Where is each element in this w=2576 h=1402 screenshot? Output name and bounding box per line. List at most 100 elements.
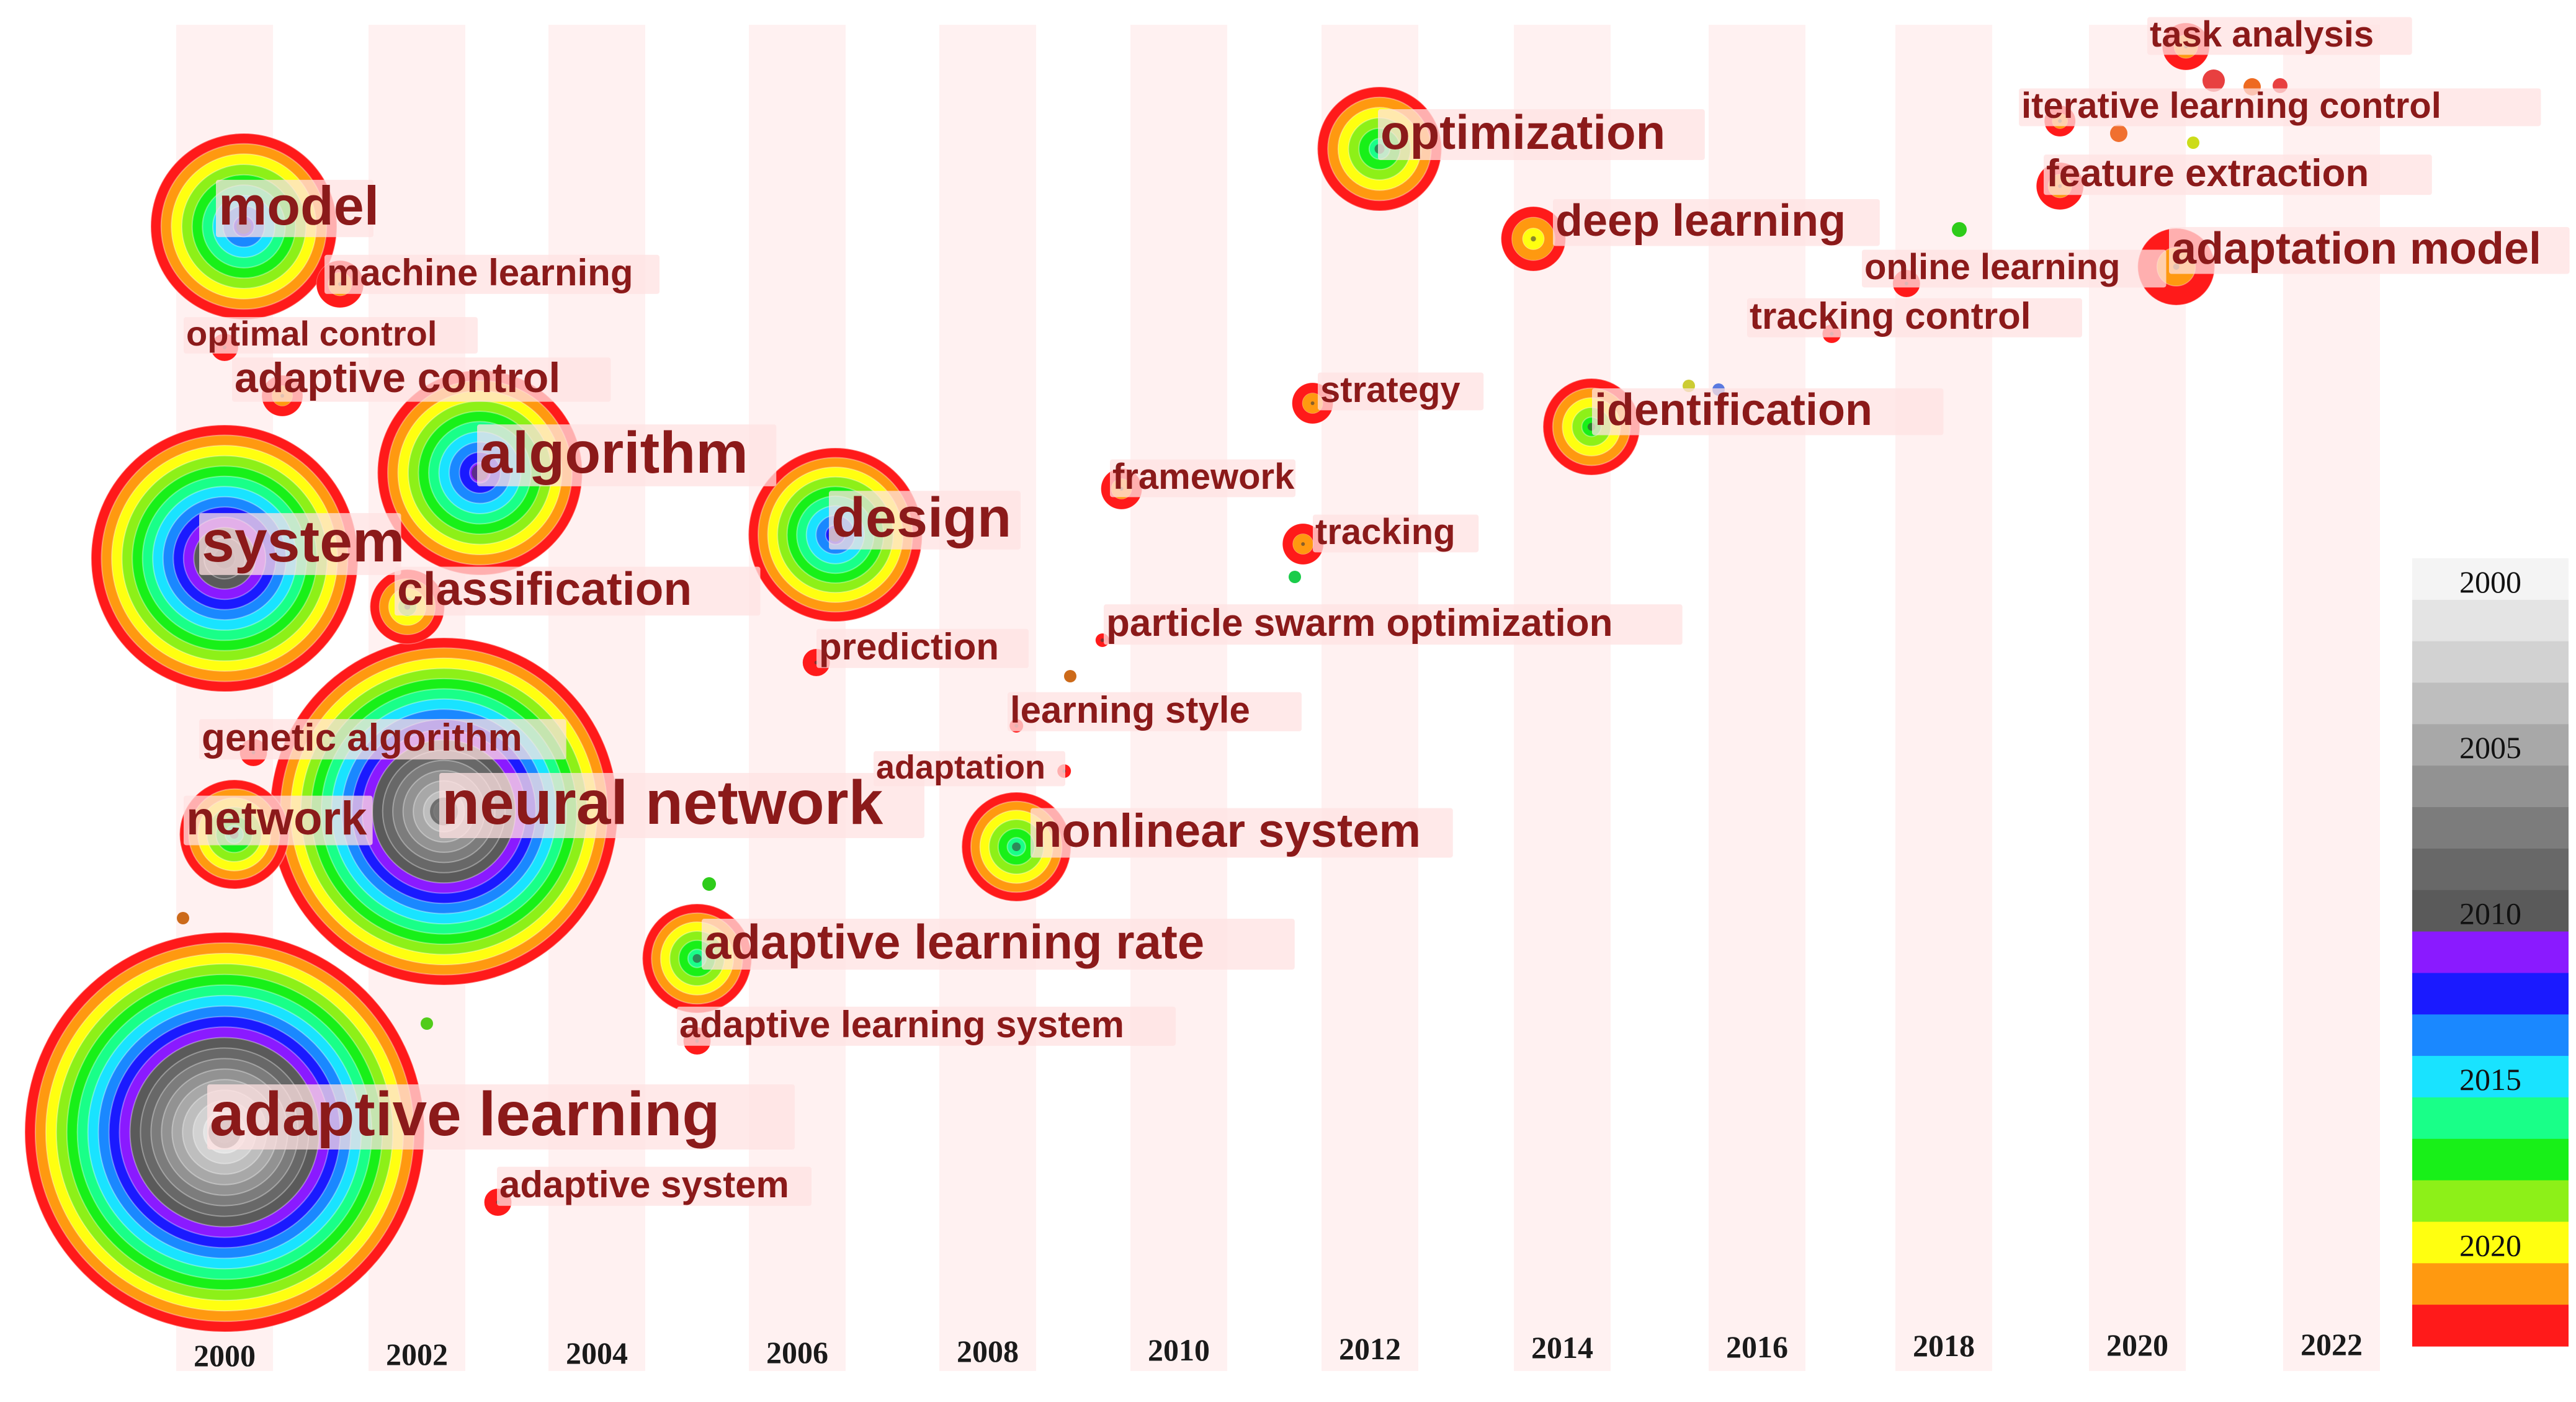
year-label-2008: 2008	[957, 1334, 1019, 1369]
keyword-label-adaptive-learning-rate: adaptive learning rate	[704, 914, 1204, 969]
keyword-label-bg-neural-network	[439, 773, 924, 838]
legend-swatch-8	[2412, 848, 2569, 891]
keyword-label-bg-tracking-control	[1747, 298, 2082, 337]
keyword-label-adaptation: adaptation	[876, 749, 1045, 786]
legend-swatch-7	[2412, 807, 2569, 849]
keyword-label-bg-machine-learning	[324, 254, 660, 294]
year-axis: 2000 2002 2004 2006 2008 2010 2012 2014 2016 2018…	[194, 1327, 2363, 1373]
keyword-label-bg-learning-style	[1008, 692, 1302, 731]
legend-swatch-11	[2412, 973, 2569, 1015]
minor-node-5	[1064, 670, 1076, 682]
minor-node-10	[2203, 69, 2225, 92]
minor-node-3	[702, 877, 716, 891]
keyword-label-bg-feature-extraction	[2044, 154, 2432, 195]
legend-swatch-19	[2412, 1305, 2569, 1347]
keyword-label-adaptation-model: adaptation model	[2171, 224, 2541, 274]
keyword-label-feature-extraction: feature extraction	[2046, 152, 2369, 195]
keyword-label-bg-particle-swarm-optimization	[1104, 604, 1683, 645]
year-label-2010: 2010	[1148, 1333, 1210, 1367]
keyword-label-bg-design	[829, 491, 1021, 550]
minor-node-4	[1289, 571, 1301, 583]
keyword-label-adaptive-control: adaptive control	[235, 354, 560, 401]
keyword-label-optimization: optimization	[1380, 105, 1665, 159]
year-band-2018	[1895, 25, 1992, 1371]
keyword-label-bg-identification	[1592, 388, 1944, 435]
keyword-label-bg-framework	[1110, 459, 1296, 498]
keyword-label-bg-algorithm	[477, 424, 777, 486]
keyword-label-bg-iterative-learning-control	[2019, 88, 2541, 127]
keyword-label-bg-adaptive-control	[232, 357, 611, 402]
legend-label-2020: 2020	[2459, 1228, 2521, 1262]
year-label-2006: 2006	[766, 1335, 828, 1370]
keyword-label-task-analysis: task analysis	[2150, 14, 2374, 55]
legend-swatch-3	[2412, 641, 2569, 684]
keyword-label-network: network	[186, 792, 367, 845]
keyword-label-neural-network: neural network	[442, 768, 883, 837]
keyword-label-classification: classification	[397, 563, 692, 615]
keyword-label-bg-adaptation	[874, 751, 1065, 787]
legend-swatch-2	[2412, 599, 2569, 642]
keyword-label-model: model	[218, 175, 379, 236]
keyword-label-prediction: prediction	[819, 626, 999, 668]
minor-node-2	[421, 1017, 433, 1030]
legend-swatch-1	[2412, 558, 2569, 601]
year-label-2020: 2020	[2106, 1328, 2168, 1362]
keyword-label-adaptive-learning: adaptive learning	[210, 1079, 720, 1149]
keyword-labels: adaptive learning neural network system mod…	[184, 14, 2570, 1206]
keyword-label-bg-tracking	[1313, 514, 1479, 553]
legend-swatch-5	[2412, 724, 2569, 766]
legend-swatch-13	[2412, 1056, 2569, 1098]
keyword-label-identification: identification	[1594, 385, 1872, 435]
keyword-label-particle-swarm-optimization: particle swarm optimization	[1106, 602, 1613, 645]
legend-swatch-16	[2412, 1180, 2569, 1223]
keyword-label-strategy: strategy	[1320, 370, 1460, 410]
legend-swatch-15	[2412, 1138, 2569, 1181]
keyword-label-algorithm: algorithm	[480, 420, 748, 486]
minor-node-1	[177, 912, 189, 924]
keyword-label-bg-adaptive-learning-system	[677, 1006, 1176, 1046]
legend-label-2000: 2000	[2459, 565, 2521, 599]
year-label-2004: 2004	[566, 1336, 628, 1370]
year-label-2002: 2002	[386, 1337, 448, 1372]
legend-label-2010: 2010	[2459, 896, 2521, 931]
minor-node-6	[1952, 222, 1967, 237]
year-label-2014: 2014	[1531, 1330, 1593, 1365]
keyword-label-system: system	[202, 509, 405, 574]
year-band-2012	[1322, 25, 1418, 1371]
keyword-label-bg-adaptation-model	[2169, 226, 2570, 274]
keyword-label-bg-adaptive-system	[497, 1166, 812, 1206]
legend-swatch-6	[2412, 766, 2569, 808]
keyword-label-design: design	[831, 487, 1011, 549]
legend-label-2015: 2015	[2459, 1062, 2521, 1097]
keyword-label-online-learning: online learning	[1864, 247, 2121, 287]
keyword-label-bg-model	[216, 179, 373, 238]
legend-swatch-14	[2412, 1097, 2569, 1140]
keyword-label-genetic-algorithm: genetic algorithm	[202, 717, 522, 759]
minor-node-13	[2110, 125, 2127, 142]
year-label-2018: 2018	[1913, 1328, 1975, 1363]
keyword-label-iterative-learning-control: iterative learning control	[2021, 86, 2441, 126]
year-label-2012: 2012	[1339, 1331, 1401, 1366]
keyword-label-bg-system	[199, 513, 401, 575]
keyword-label-bg-prediction	[816, 628, 1029, 668]
keyword-label-bg-deep-learning	[1553, 199, 1880, 246]
legend-swatch-9	[2412, 890, 2569, 932]
year-label-2000: 2000	[194, 1338, 256, 1373]
legend-swatch-10	[2412, 931, 2569, 974]
keyword-label-deep-learning: deep learning	[1555, 196, 1846, 246]
keyword-label-bg-classification	[395, 566, 761, 616]
legend-swatch-17	[2412, 1221, 2569, 1264]
keyword-label-bg-optimal-control	[184, 317, 478, 354]
keyword-label-bg-nonlinear-system	[1031, 808, 1453, 858]
keyword-label-tracking: tracking	[1315, 512, 1456, 552]
year-label-2022: 2022	[2301, 1327, 2363, 1362]
keyword-label-adaptive-system: adaptive system	[499, 1164, 789, 1205]
legend-swatch-12	[2412, 1014, 2569, 1056]
keyword-label-bg-adaptive-learning-rate	[702, 919, 1295, 970]
year-band-2016	[1709, 25, 1805, 1371]
keyword-label-bg-network	[184, 795, 373, 846]
keyword-label-adaptive-learning-system: adaptive learning system	[679, 1004, 1124, 1045]
legend-swatch-18	[2412, 1263, 2569, 1305]
keyword-label-bg-adaptive-learning	[207, 1084, 795, 1150]
